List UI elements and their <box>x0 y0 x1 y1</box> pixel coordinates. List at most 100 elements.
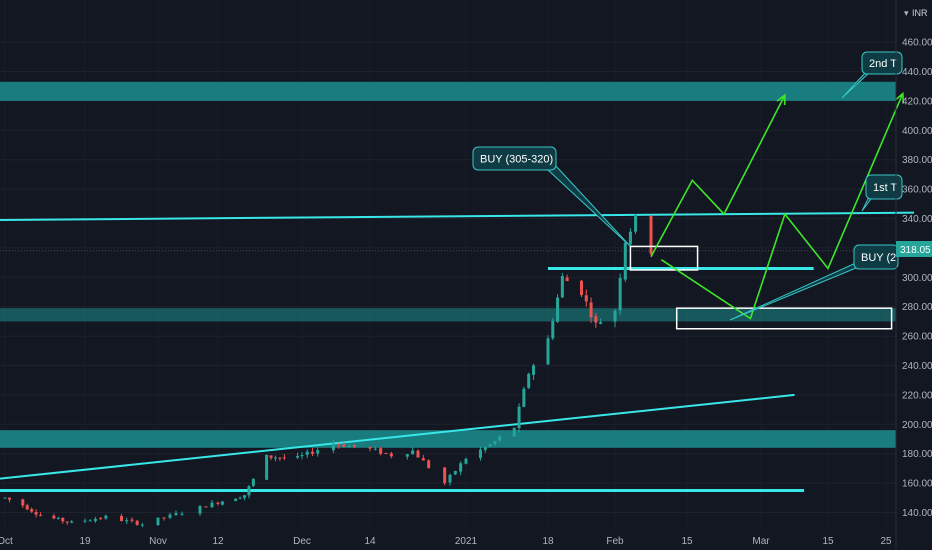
y-tick-label: 380.00 <box>902 155 932 166</box>
candle-body <box>168 514 172 518</box>
candle-body <box>180 513 184 515</box>
y-tick-label: 340.00 <box>902 214 932 225</box>
candle-body <box>522 388 526 407</box>
x-tick-label: 14 <box>364 536 376 547</box>
candle-body <box>316 450 320 454</box>
candle-body <box>594 316 598 323</box>
candle-body <box>599 322 603 324</box>
candle-body <box>556 297 560 322</box>
callout-text: 1st T <box>873 182 898 194</box>
buy-boxes <box>629 245 893 330</box>
candle-body <box>551 320 555 339</box>
price-axis: 140.00 160.00 180.00 200.00 220.00 240.00 260.… <box>902 38 932 519</box>
y-tick-label: 280.00 <box>902 302 932 313</box>
x-tick-label: 12 <box>212 536 224 547</box>
candle-body <box>125 520 129 522</box>
candle-body <box>580 280 583 296</box>
y-tick-label: 360.00 <box>902 185 932 196</box>
candle-body <box>613 310 617 322</box>
candle-body <box>265 454 269 480</box>
callout-box <box>472 146 557 171</box>
candle-body <box>305 451 309 455</box>
candle-body <box>331 443 335 451</box>
candle-body <box>156 517 160 525</box>
candle-body <box>589 302 593 318</box>
candle-body <box>498 436 502 441</box>
candle-body <box>34 512 38 515</box>
candle-body <box>584 295 588 302</box>
x-tick-label: 15 <box>822 536 834 547</box>
callouts: BUY (305-320) BUY (2 2nd T 1st T <box>472 51 903 321</box>
candle-body <box>517 406 521 429</box>
candle-body <box>269 455 273 458</box>
candle-body <box>296 455 300 458</box>
candle-body <box>427 460 431 468</box>
x-tick-label: Feb <box>606 536 624 547</box>
zone-2 <box>0 308 896 322</box>
candle-body <box>373 448 377 450</box>
candle-body <box>220 501 224 505</box>
callout-text: BUY (2 <box>861 252 896 264</box>
x-tick-label: 25 <box>880 536 892 547</box>
candle-body <box>310 451 314 454</box>
candle-body <box>368 447 372 449</box>
y-tick-label: 260.00 <box>902 332 932 343</box>
candle-body <box>52 515 56 519</box>
candle-body <box>30 509 34 512</box>
candle-body <box>140 524 144 526</box>
y-tick-label: 440.00 <box>902 67 932 78</box>
candle-body <box>65 521 69 523</box>
candle-body <box>56 517 60 519</box>
candle-body <box>488 444 492 447</box>
y-tick-label: 240.00 <box>902 361 932 372</box>
candle-body <box>278 457 282 459</box>
candle-body <box>21 499 25 506</box>
callout-box <box>865 174 903 200</box>
x-tick-label: Dec <box>293 536 311 547</box>
candle-body <box>512 427 516 437</box>
candle-body <box>273 457 277 459</box>
candle-body <box>135 520 139 525</box>
candle-body <box>478 449 482 458</box>
y-tick-label: 300.00 <box>902 273 932 284</box>
candle-body <box>464 458 468 464</box>
candle-body <box>342 444 346 447</box>
candle-body <box>493 441 497 445</box>
callout-text: 2nd T <box>869 58 897 70</box>
candle-body <box>483 447 487 451</box>
candle-body <box>527 373 531 388</box>
x-tick-label: 18 <box>542 536 554 547</box>
candle-body <box>649 215 653 254</box>
candle-body <box>532 365 536 375</box>
candle-body <box>411 450 415 455</box>
arrowhead <box>894 91 905 104</box>
candles <box>3 213 653 528</box>
chevron-down-icon[interactable]: ▾ <box>904 8 909 18</box>
candle-body <box>247 486 251 496</box>
candle-body <box>88 520 92 522</box>
y-tick-label: 160.00 <box>902 479 932 490</box>
currency-label: INR <box>912 8 928 18</box>
y-tick-label: 200.00 <box>902 420 932 431</box>
candle-body <box>39 515 43 517</box>
x-tick-label: Mar <box>752 536 770 547</box>
arrowhead <box>776 93 786 106</box>
candle-body <box>560 276 564 298</box>
candle-body <box>3 497 7 499</box>
candle-body <box>618 277 622 311</box>
x-tick-label: 2021 <box>455 536 478 547</box>
candle-body <box>384 453 388 455</box>
candle-body <box>130 519 134 521</box>
candle-body <box>251 478 255 486</box>
trendlines <box>0 211 915 492</box>
y-tick-label: 460.00 <box>902 38 932 49</box>
y-tick-label: 220.00 <box>902 390 932 401</box>
candle-body <box>623 242 627 280</box>
candle-body <box>405 454 409 457</box>
currency-badge[interactable]: ▾ INR <box>904 8 928 18</box>
candle-body <box>546 338 550 365</box>
candle-body <box>337 444 341 446</box>
candle-body <box>379 448 383 454</box>
candle-body <box>443 467 447 484</box>
